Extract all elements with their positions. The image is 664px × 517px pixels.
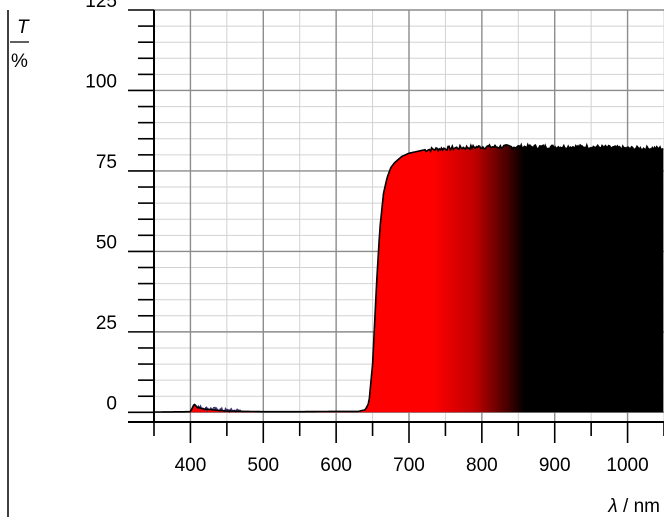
x-tick-label: 800 [466,455,498,476]
transmittance-area [154,144,664,413]
x-axis-ticks [153,422,664,443]
x-tick-label: 1000 [606,455,648,476]
x-axis-tick-labels: 400 500 600 700 800 900 1000 [175,455,649,476]
y-tick-label: 25 [96,313,117,334]
x-tick-label: 400 [175,455,207,476]
transmittance-curve [154,142,664,413]
y-axis-ticks [128,9,154,414]
x-tick-label: 700 [393,455,425,476]
x-tick-label: 500 [247,455,279,476]
y-tick-label: 50 [96,232,117,253]
x-axis-title: λ / nm [607,496,660,517]
y-axis-symbol: T [17,17,30,38]
x-tick-label: 900 [539,455,571,476]
y-tick-label: 125 [85,0,117,12]
y-axis-unit: % [11,51,28,72]
y-tick-label: 75 [96,152,117,173]
y-axis-tick-labels: 0 25 50 75 100 125 [85,0,117,414]
y-tick-label: 100 [85,71,117,92]
x-tick-label: 600 [320,455,352,476]
y-tick-label: 0 [106,393,117,414]
